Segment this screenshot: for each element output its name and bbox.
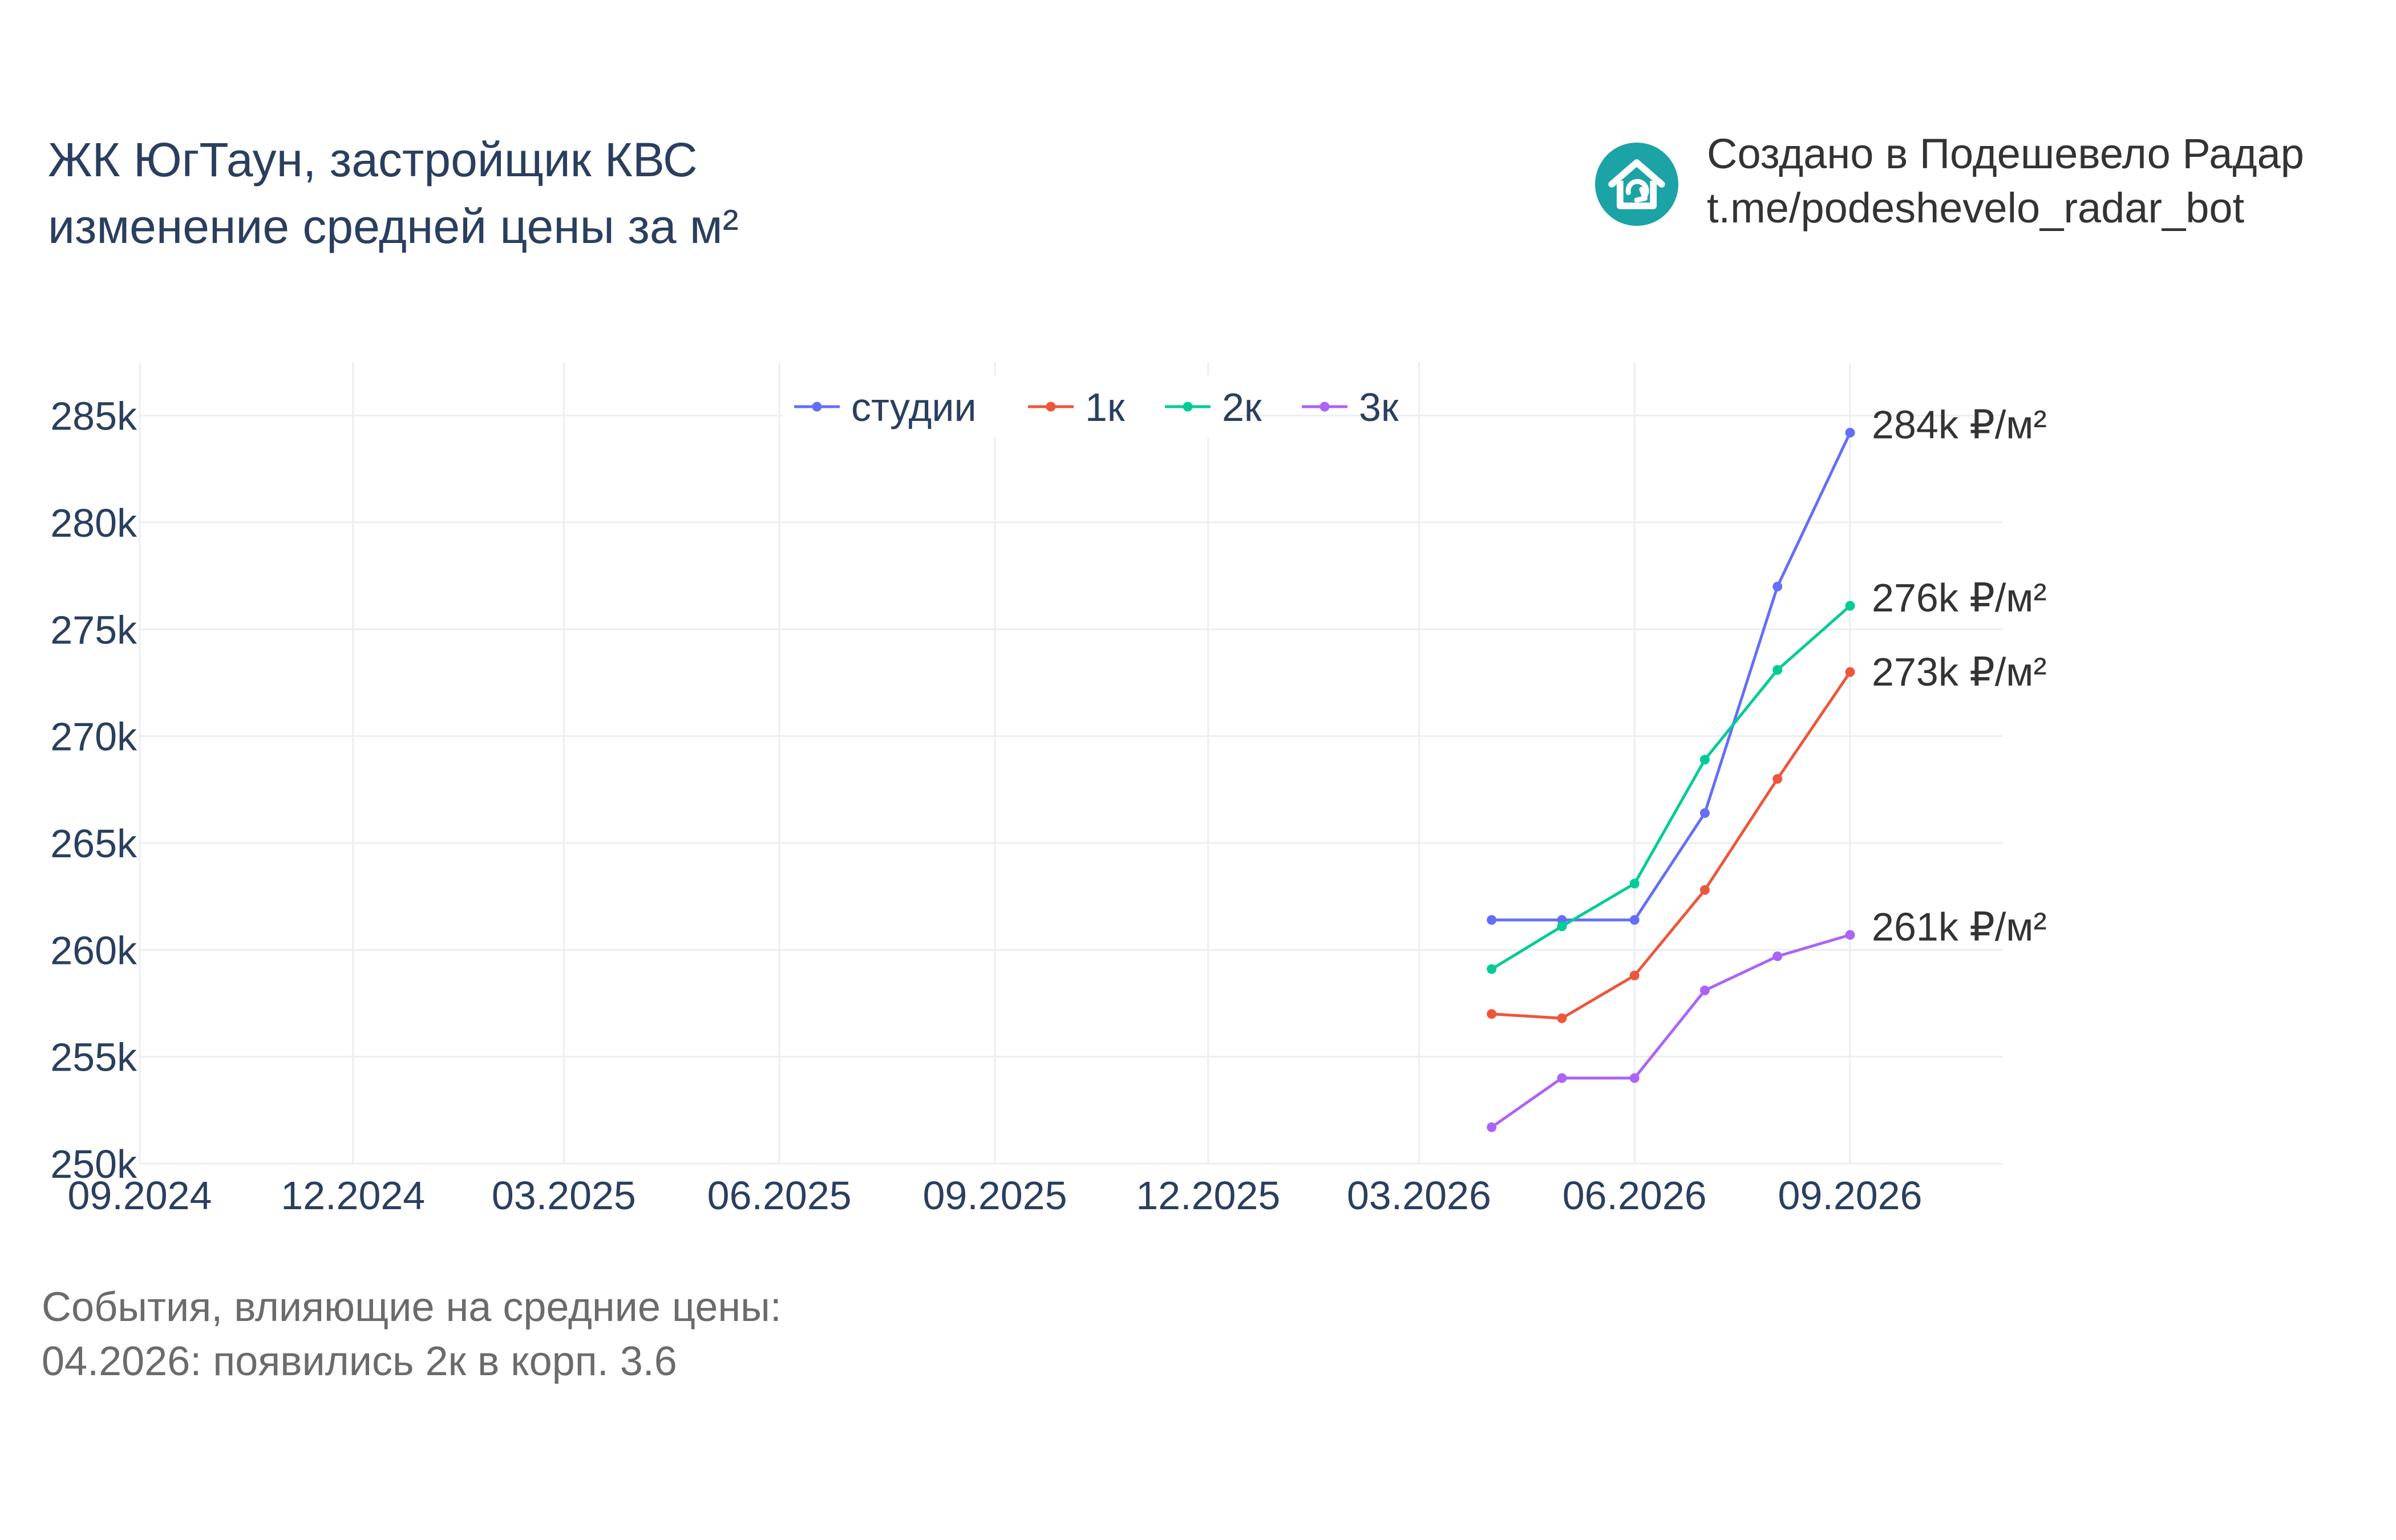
x-tick-label: 03.2025	[492, 1173, 636, 1218]
series-line-1	[1491, 671, 1852, 1020]
y-tick-label: 255k	[50, 1035, 137, 1080]
data-point[interactable]	[1487, 1009, 1497, 1019]
data-point[interactable]	[1629, 970, 1640, 980]
data-point[interactable]	[1629, 1073, 1640, 1083]
x-tick-label: 12.2025	[1136, 1173, 1280, 1218]
data-point[interactable]	[1557, 921, 1567, 931]
branding-line-1: Создано в Подешевело Радар	[1707, 130, 2304, 177]
x-tick-label: 09.2026	[1778, 1173, 1923, 1218]
legend-item-label[interactable]: 2к	[1222, 385, 1262, 429]
data-point[interactable]	[1629, 878, 1640, 889]
data-point[interactable]	[1699, 808, 1710, 818]
series-line-0	[1491, 432, 1852, 922]
title-line-2: изменение средней цены за м²	[48, 200, 739, 253]
y-tick-label: 285k	[50, 394, 137, 439]
legend-swatch-marker	[1046, 402, 1056, 412]
data-point[interactable]	[1772, 951, 1783, 962]
data-point[interactable]	[1772, 665, 1783, 675]
y-tick-label: 265k	[50, 821, 137, 866]
y-tick-label: 280k	[50, 501, 137, 545]
data-point[interactable]	[1845, 428, 1855, 438]
data-point[interactable]	[1487, 1122, 1497, 1132]
house-logo-icon	[1595, 143, 1678, 226]
x-tick-label: 09.2025	[923, 1173, 1067, 1218]
legend-item-label[interactable]: 3к	[1359, 385, 1399, 429]
data-point[interactable]	[1557, 1073, 1567, 1083]
data-point[interactable]	[1845, 667, 1855, 677]
legend-swatch-marker	[812, 402, 822, 412]
x-tick-label: 06.2025	[707, 1173, 852, 1218]
legend-background	[783, 375, 1239, 438]
data-point[interactable]	[1699, 986, 1710, 996]
x-tick-label: 03.2026	[1347, 1173, 1491, 1218]
y-tick-label: 250k	[50, 1142, 137, 1186]
branding: Создано в Подешевело Радар t.me/podeshev…	[1595, 127, 2304, 235]
legend-swatch-marker	[1320, 402, 1330, 412]
data-point[interactable]	[1487, 964, 1497, 974]
legend-item-label[interactable]: студии	[851, 385, 977, 429]
end-value-label: 284k ₽/м²	[1872, 403, 2047, 447]
end-value-label: 273k ₽/м²	[1872, 650, 2047, 694]
data-point[interactable]	[1487, 915, 1497, 925]
data-point[interactable]	[1772, 774, 1783, 784]
x-tick-label: 12.2024	[281, 1173, 425, 1218]
data-point[interactable]	[1772, 581, 1783, 591]
y-tick-label: 260k	[50, 928, 137, 972]
x-tick-label: 06.2026	[1563, 1173, 1707, 1218]
y-tick-label: 275k	[50, 607, 137, 652]
title-line-1: ЖК ЮгТаун, застройщик КВС	[48, 133, 698, 187]
event-item: 04.2026: появились 2к в корп. 3.6	[42, 1339, 677, 1384]
end-value-label: 261k ₽/м²	[1872, 905, 2047, 949]
data-point[interactable]	[1699, 755, 1710, 765]
end-value-label: 276k ₽/м²	[1872, 576, 2047, 620]
series-line-3	[1491, 933, 1851, 1129]
x-tick-label: 09.2024	[67, 1173, 212, 1218]
data-point[interactable]	[1845, 930, 1855, 940]
legend-swatch-marker	[1183, 402, 1193, 412]
data-point[interactable]	[1845, 601, 1855, 611]
series-line-2	[1491, 605, 1851, 971]
y-tick-label: 270k	[50, 715, 137, 759]
legend-item-label[interactable]: 1к	[1085, 385, 1125, 429]
chart-title: ЖК ЮгТаун, застройщик КВС изменение сред…	[48, 127, 739, 260]
events-heading: События, влияющие на средние цены:	[42, 1284, 782, 1330]
data-point[interactable]	[1629, 915, 1640, 925]
data-point[interactable]	[1557, 1013, 1567, 1023]
branding-link[interactable]: t.me/podeshevelo_radar_bot	[1707, 184, 2245, 232]
data-point[interactable]	[1699, 885, 1710, 895]
events-note: События, влияющие на средние цены: 04.20…	[42, 1280, 782, 1389]
